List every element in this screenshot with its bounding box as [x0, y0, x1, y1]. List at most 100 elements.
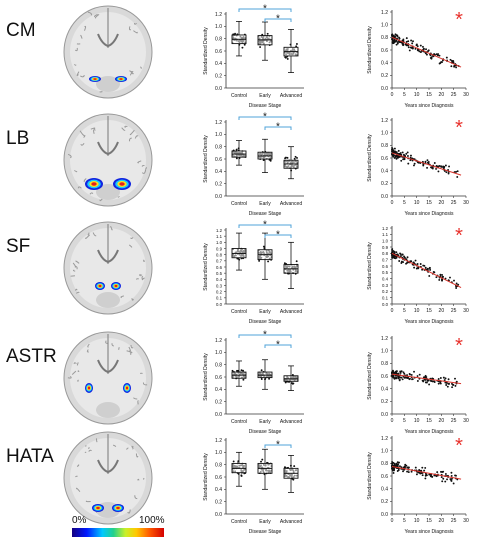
data-point: [395, 43, 398, 46]
data-point: [405, 258, 408, 261]
data-point: [410, 39, 413, 42]
data-point: [445, 382, 448, 384]
box-early: [257, 21, 273, 61]
bracket-line: [238, 116, 292, 120]
significance-star: *: [455, 435, 463, 457]
panel-row-lb: LB 0.0 0.2 0.4 0.6 0.8 1.0 1.2 Control Early Advan…: [0, 112, 478, 222]
y-tick-label: 0.0: [215, 194, 222, 200]
data-point: [405, 44, 408, 47]
data-point: [418, 373, 421, 376]
data-point: [453, 65, 456, 68]
data-point: [431, 380, 434, 383]
bracket-star: *: [263, 330, 267, 341]
y-tick-label: 0.3: [382, 283, 389, 288]
data-point: [415, 43, 418, 46]
brainstem: [96, 292, 120, 308]
data-point: [437, 170, 440, 173]
data-point: [424, 376, 427, 379]
y-tick-label: 0.6: [381, 48, 388, 54]
y-tick-label: 0.7: [216, 259, 223, 264]
data-point: [435, 276, 438, 279]
data-point: [235, 148, 238, 151]
data-point: [395, 465, 398, 467]
brain-white-matter: [70, 438, 146, 518]
brain-slice-astr: [63, 331, 153, 425]
y-tick-label: 0.4: [381, 60, 388, 66]
y-tick-label: 1.0: [215, 350, 222, 356]
y-tick-label: 0.6: [381, 374, 388, 380]
data-point: [421, 474, 424, 477]
data-point: [444, 480, 447, 483]
data-point: [408, 49, 411, 52]
region-label-sf: SF: [6, 236, 31, 257]
data-point: [406, 470, 409, 473]
data-point: [429, 379, 432, 382]
y-tick-label: 1.2: [215, 120, 222, 126]
bracket-star: *: [276, 230, 280, 241]
bracket-line: [238, 224, 292, 228]
x-tick-label: 20: [439, 92, 445, 98]
y-tick-label: 0.0: [215, 86, 222, 92]
data-point: [441, 471, 444, 473]
data-point: [391, 251, 393, 254]
data-point: [431, 167, 434, 170]
y-tick-label: 0.2: [215, 399, 222, 405]
data-point: [455, 282, 458, 285]
data-point: [291, 382, 293, 385]
data-point: [394, 33, 397, 36]
data-point: [410, 154, 412, 157]
data-point: [392, 155, 395, 158]
x-axis-label: Disease Stage: [249, 429, 282, 435]
data-point: [260, 378, 263, 381]
data-point: [421, 466, 424, 469]
data-point: [392, 471, 395, 474]
bracket-star: *: [263, 220, 267, 231]
data-point: [392, 374, 395, 377]
y-tick-label: 0.4: [215, 169, 222, 175]
data-point: [447, 378, 450, 381]
data-point: [428, 266, 431, 269]
data-point: [442, 376, 445, 379]
data-point: [238, 43, 241, 46]
data-point: [447, 172, 450, 175]
data-point: [455, 380, 458, 383]
data-point: [419, 44, 422, 47]
x-tick-label: 0: [391, 92, 394, 98]
data-point: [419, 472, 422, 475]
data-point: [238, 258, 241, 261]
brain-slice-sf: [63, 221, 153, 315]
x-tick-label: 25: [451, 308, 457, 314]
ventricles: [97, 459, 119, 474]
data-point: [450, 65, 453, 68]
colorbar-max-label: 100%: [139, 515, 165, 526]
data-point: [441, 61, 443, 64]
y-tick-label: 0.5: [216, 271, 223, 276]
significance-bracket: *: [264, 122, 292, 133]
x-tick-label: 25: [451, 92, 457, 98]
data-point: [413, 266, 416, 269]
data-point: [397, 149, 400, 152]
x-tick-label: 30: [463, 92, 469, 98]
x-tick-label-early: Early: [259, 519, 271, 525]
data-point: [402, 466, 405, 469]
bracket-star: *: [276, 440, 280, 451]
significance-bracket: *: [238, 220, 292, 231]
x-tick-label-early: Early: [259, 201, 271, 207]
x-tick-label-early: Early: [259, 309, 271, 315]
trend-line: [391, 152, 462, 176]
y-tick-label: 0.4: [381, 168, 388, 174]
brain-slice-lb: [63, 113, 153, 207]
data-point: [424, 160, 427, 163]
scatter-lb: 0.0 0.2 0.4 0.6 0.8 1.0 1.2 0 5 10 15 20 25 30 Years s…: [367, 117, 469, 217]
x-tick-label: 10: [414, 518, 420, 524]
scatter-cm: 0.0 0.2 0.4 0.6 0.8 1.0 1.2 0 5 10 15 20 25 30 Years s…: [367, 9, 469, 109]
y-tick-label: 0.0: [381, 412, 388, 418]
data-point: [399, 252, 401, 255]
data-point: [391, 461, 394, 463]
x-tick-label-advanced: Advanced: [280, 519, 302, 525]
data-point: [414, 47, 417, 50]
ventricles: [97, 141, 119, 156]
data-point: [407, 46, 410, 49]
y-tick-label: 1.2: [215, 338, 222, 344]
data-point: [430, 57, 433, 60]
